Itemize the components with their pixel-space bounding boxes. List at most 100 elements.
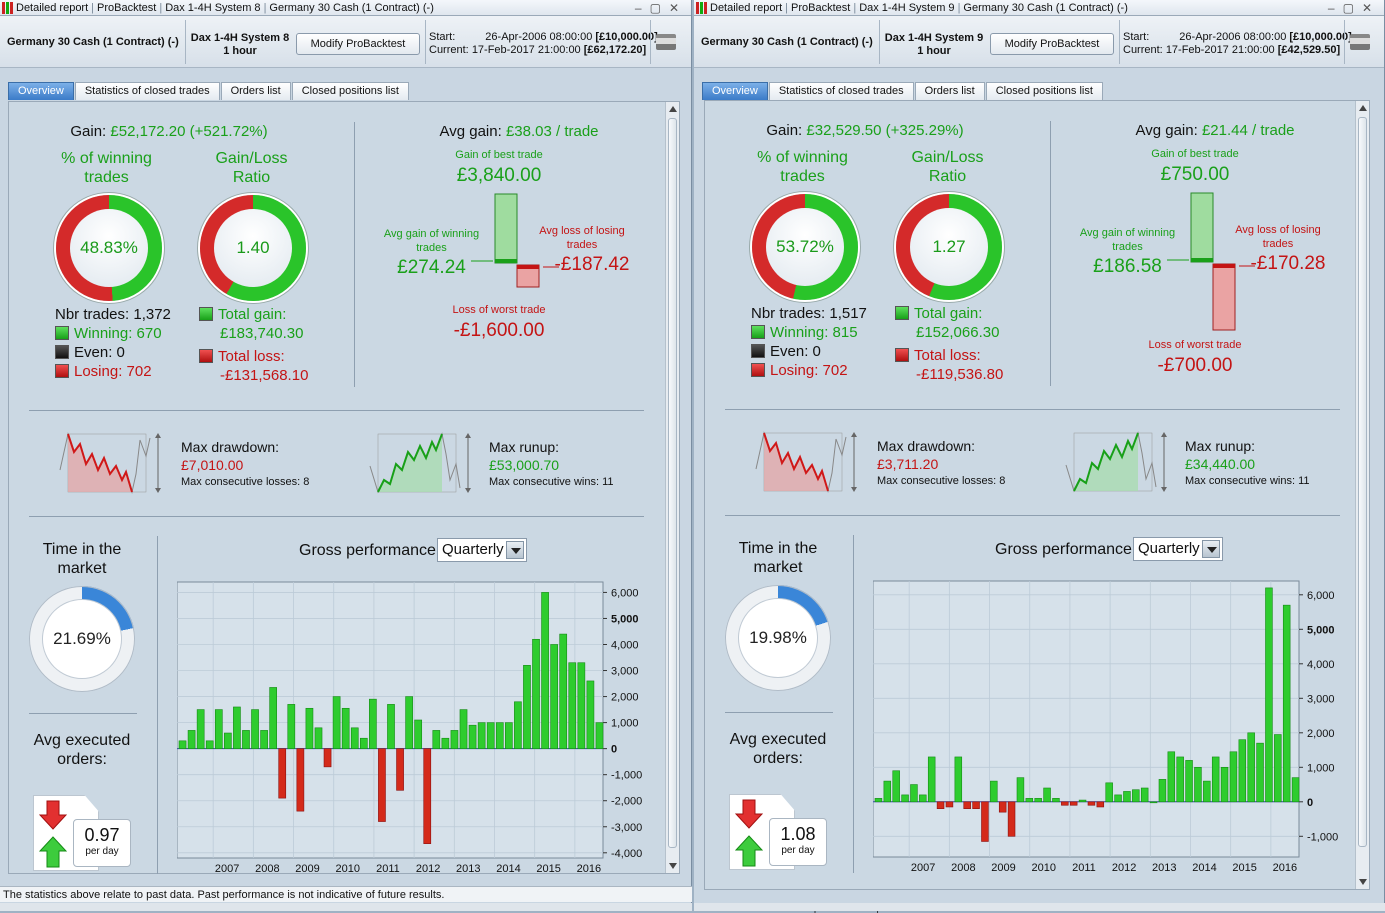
runup-sparkline [369,432,471,494]
ticker-strip [0,903,692,911]
instrument-name: Germany 30 Cash (1 Contract) (-) [701,36,873,48]
tab-statistics[interactable]: Statistics of closed trades [768,82,914,100]
chevron-down-icon[interactable] [1202,540,1220,558]
printer-icon[interactable] [656,34,676,50]
avg-orders-unit: per day [781,845,815,856]
x-tick-label: 2008 [951,862,975,873]
close-icon[interactable]: ✕ [668,1,687,15]
title-part: Germany 30 Cash (1 Contract) (-) [963,2,1128,14]
y-tick-label: -2,000 [611,796,642,808]
minimize-icon[interactable]: – [634,1,650,15]
best-trade-label: Gain of best trade [455,149,543,161]
y-tick-label: 2,000 [1307,728,1335,740]
gain-loss-ratio-donut: 1.40 [200,195,306,301]
bar [1025,798,1034,803]
bar [523,665,531,749]
modify-probacktest-button[interactable]: Modify ProBacktest [990,33,1114,55]
bar [1052,798,1060,803]
tab-closed-positions[interactable]: Closed positions list [291,82,409,100]
bar [1203,780,1211,803]
bar [550,644,558,749]
bar [1211,756,1220,803]
tab-bar: Overview Statistics of closed trades Order… [8,82,410,100]
winning-pct-label: % of winning trades [61,150,152,186]
time-in-market-label: Time in the market [42,541,122,577]
bar [990,780,998,803]
time-in-market-donut: 19.98% [725,585,831,691]
bar [874,798,883,803]
period-select[interactable]: Quarterly [437,538,527,562]
max-drawdown-label: Max drawdown: [877,438,976,454]
gain-loss-ratio-label: Gain/Loss Ratio [215,150,288,186]
bar [1132,789,1140,803]
bar [278,748,287,799]
period-select[interactable]: Quarterly [1133,537,1223,561]
bar [1229,751,1238,803]
bar [532,638,540,749]
tab-statistics[interactable]: Statistics of closed trades [74,82,220,100]
bar [450,730,459,749]
x-tick-label: 2012 [1112,862,1136,873]
modify-probacktest-button[interactable]: Modify ProBacktest [296,33,420,55]
avg-gain-marker [495,259,517,263]
minimize-icon[interactable]: – [1327,1,1343,15]
maximize-icon[interactable]: ▢ [649,1,669,15]
y-tick-label: 3,000 [1307,693,1335,705]
gain-label: Gain: [766,122,803,139]
even-swatch [751,344,765,358]
winning-swatch [55,326,69,340]
tab-overview[interactable]: Overview [702,82,768,100]
bar [1114,794,1122,803]
avg-gain-label: Avg gain: [439,123,502,140]
gain-loss-ratio-donut: 1.27 [896,194,1002,300]
bar [1291,777,1300,803]
start-label: Start: [429,31,456,43]
plot-area [873,580,1300,858]
bar [1274,734,1282,803]
scrollbar-thumb[interactable] [1358,117,1367,847]
bar [477,722,486,749]
bar [936,801,945,810]
period-select-value: Quarterly [442,541,504,558]
report-header: Germany 30 Cash (1 Contract) (-) Dax 1-4… [694,16,1384,68]
order-arrows-icon [39,800,67,868]
x-tick-label: 2007 [215,863,239,874]
x-tick-label: 2016 [1273,862,1297,873]
even-count: Even: 0 [770,343,821,360]
printer-icon[interactable] [1350,34,1370,50]
title-bar: Detailed report | ProBacktest | Dax 1-4H Sys… [694,0,1384,16]
scrollbar-thumb[interactable] [668,118,677,848]
winning-count: Winning: 670 [74,325,162,342]
bar [919,794,927,803]
max-drawdown-label: Max drawdown: [181,439,280,455]
tab-overview[interactable]: Overview [8,82,74,100]
avg-loss-marker [517,265,539,269]
x-tick-label: 2012 [416,863,440,874]
chevron-down-icon[interactable] [506,541,524,559]
vertical-scrollbar[interactable] [1355,101,1369,889]
avg-orders-value: 1.08 [780,824,816,844]
tab-orders-list[interactable]: Orders list [220,82,291,100]
y-tick-label: 1,000 [1307,762,1335,774]
avg-gain-winning-value: £274.24 [397,257,466,278]
close-icon[interactable]: ✕ [1361,1,1380,15]
best-trade-value: £750.00 [1160,164,1230,185]
y-tick-label: 4,000 [611,639,639,651]
period-select-value: Quarterly [1138,540,1200,557]
maximize-icon[interactable]: ▢ [1342,1,1362,15]
tab-orders-list[interactable]: Orders list [914,82,985,100]
x-tick-label: 2015 [1232,862,1256,873]
y-tick-label: 6,000 [611,587,639,599]
gain-loss-ratio-label: Gain/Loss Ratio [911,149,984,185]
avg-gain-value: £38.03 / trade [505,123,599,140]
report-window: Detailed report | ProBacktest | Dax 1-4H Sys… [0,0,692,911]
avg-gain-winning-label: Avg gain of winning trades [383,228,480,254]
bar [514,701,522,749]
gain-label: Gain: [70,123,107,140]
bar [468,724,477,749]
bar [305,707,314,749]
vertical-scrollbar[interactable] [665,102,679,873]
tab-closed-positions[interactable]: Closed positions list [985,82,1103,100]
total-gain-swatch [895,306,909,320]
bar [178,740,187,749]
